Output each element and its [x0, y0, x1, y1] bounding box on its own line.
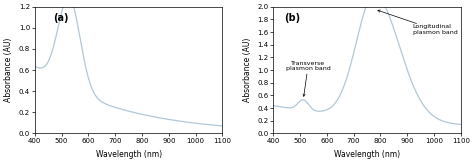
X-axis label: Wavelength (nm): Wavelength (nm)	[334, 150, 400, 159]
Y-axis label: Absorbance (AU): Absorbance (AU)	[4, 38, 13, 102]
Text: Longitudinal
plasmon band: Longitudinal plasmon band	[378, 10, 457, 35]
Y-axis label: Absorbance (AU): Absorbance (AU)	[243, 38, 252, 102]
X-axis label: Wavelength (nm): Wavelength (nm)	[96, 150, 162, 159]
Text: (a): (a)	[54, 13, 69, 23]
Text: Transverse
plasmon band: Transverse plasmon band	[286, 60, 330, 96]
Text: (b): (b)	[284, 13, 301, 23]
